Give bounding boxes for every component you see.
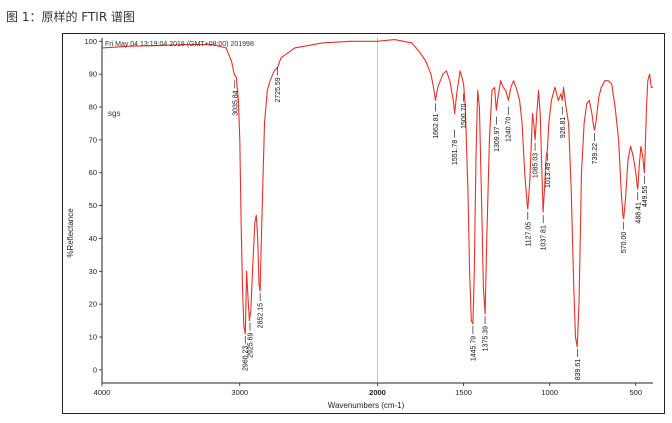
y-tick-label: 100 (84, 37, 97, 46)
peak-annotation: 1240.70 (506, 106, 513, 142)
y-tick-label: 80 (89, 103, 97, 112)
peak-annotation: 1500.70 (461, 93, 468, 129)
x-tick-label: 1000 (541, 388, 558, 397)
y-axis-title: %Reflectance (66, 208, 75, 258)
peak-annotation: 1127.05 (525, 211, 532, 247)
x-tick-label: 2000 (369, 388, 386, 397)
y-tick-label: 70 (89, 135, 97, 144)
peak-annotation: 1309.97 (494, 116, 501, 152)
y-tick-label: 40 (89, 234, 97, 243)
sample-label: sgs (108, 109, 120, 118)
y-tick-label: 50 (89, 201, 97, 210)
ftir-chart: 100 90 80 70 60 50 40 30 20 10 0 4000 3000 2000 1500 10… (62, 33, 665, 414)
peak-label: 1662.81 (433, 113, 440, 138)
y-tick-label: 30 (89, 267, 97, 276)
peak-label: 2725.59 (275, 77, 282, 102)
figure-caption: 图 1：原样的 FTIR 谱图 (6, 10, 135, 24)
peak-label: 2960.23 (243, 346, 250, 371)
peak-annotation: 1662.81 (433, 103, 440, 139)
y-tick-label: 0 (93, 365, 97, 374)
x-tick-label: 4000 (94, 388, 111, 397)
peak-annotation: 2725.59 (275, 67, 282, 103)
peak-label: 739.22 (592, 143, 599, 165)
peak-annotation: 1037.81 (541, 215, 548, 250)
peak-annotation: 1085.03 (533, 142, 540, 178)
peak-label: 2852.15 (258, 303, 265, 328)
y-tick-label: 60 (89, 168, 97, 177)
peak-annotation: 1375.39 (483, 316, 490, 351)
y-tick-label: 20 (89, 300, 97, 309)
peak-label: 1445.79 (470, 336, 477, 361)
x-tick-label: 500 (630, 388, 643, 397)
peak-label: 2925.69 (247, 332, 254, 357)
peak-annotation: 570.00 (621, 221, 628, 254)
peak-label: 1037.81 (541, 225, 548, 250)
peak-annotation: 2852.15 (258, 293, 265, 328)
peak-annotation: 2960.23 (243, 335, 250, 371)
spectrum-line (101, 39, 653, 348)
peak-label: 449.55 (642, 186, 649, 208)
peak-label: 3035.84 (232, 90, 239, 115)
peak-annotation: 488.41 (635, 192, 642, 224)
peak-label: 839.61 (575, 359, 582, 381)
peak-label: 488.41 (635, 202, 642, 224)
chart-header: Fri May 04 13:19:04 2018 (GMT+08:00) 201… (105, 41, 254, 48)
y-tick-label: 10 (89, 333, 97, 342)
peak-label: 1309.97 (494, 126, 501, 151)
peak-label: 1013.49 (545, 163, 552, 188)
peak-label: 926.81 (560, 117, 567, 139)
peak-label: 1240.70 (506, 117, 513, 142)
x-axis-title: Wavenumbers (cm-1) (328, 401, 405, 410)
peak-label: 1500.70 (461, 103, 468, 128)
peak-label: 1085.03 (533, 153, 540, 178)
x-tick-label: 3000 (231, 388, 248, 397)
peak-label: 1551.78 (452, 140, 459, 165)
peak-annotation: 739.22 (592, 133, 599, 164)
x-tick-label: 1500 (455, 388, 472, 397)
peak-annotation: 1013.49 (545, 152, 552, 188)
peak-annotation: 926.81 (560, 106, 567, 139)
peak-annotation: 1551.78 (452, 129, 459, 165)
peak-annotation: 449.55 (642, 175, 649, 208)
peak-label: 1375.39 (483, 326, 490, 351)
y-tick-label: 90 (89, 70, 97, 79)
peak-annotation: 2925.69 (247, 322, 254, 358)
peak-annotation: 1445.79 (470, 325, 477, 361)
peak-annotation: 3035.84 (232, 80, 239, 116)
peak-label: 570.00 (621, 232, 628, 254)
peak-label: 1127.05 (525, 222, 532, 247)
peak-annotation: 839.61 (575, 348, 582, 381)
